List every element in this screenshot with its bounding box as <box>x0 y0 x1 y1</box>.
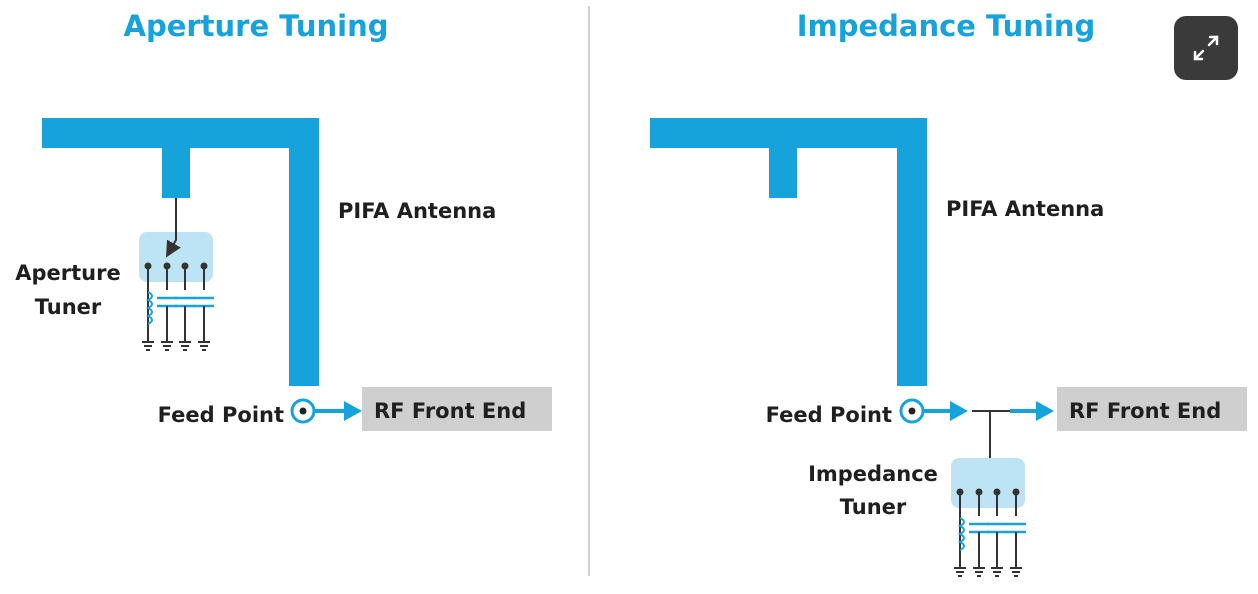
right-feed-label: Feed Point <box>766 403 892 427</box>
left-rf-label: RF Front End <box>374 399 526 423</box>
right-impedance-tuner <box>949 456 1028 578</box>
left-tuner-connector <box>166 198 181 258</box>
right-feed-point-icon <box>899 398 925 424</box>
left-aperture-tuner <box>137 230 216 352</box>
right-rf-label: RF Front End <box>1069 399 1221 423</box>
left-tuner-label-2: Tuner <box>35 295 102 319</box>
right-tuner-label-1: Impedance <box>808 462 938 486</box>
right-antenna-label: PIFA Antenna <box>946 197 1104 221</box>
right-tuner-label-2: Tuner <box>840 495 907 519</box>
left-feed-label: Feed Point <box>158 403 284 427</box>
expand-icon <box>1193 35 1219 61</box>
left-feed-point-icon <box>290 398 316 424</box>
left-antenna-label: PIFA Antenna <box>338 199 496 223</box>
right-signal-path <box>923 401 1054 421</box>
left-title: Aperture Tuning <box>124 9 389 43</box>
expand-button[interactable] <box>1174 16 1238 80</box>
left-pifa-antenna <box>42 118 319 386</box>
left-rf-front-end: RF Front End <box>362 387 552 431</box>
left-tuner-label-1: Aperture <box>15 261 120 285</box>
right-pifa-antenna <box>650 118 927 386</box>
right-title: Impedance Tuning <box>797 9 1096 43</box>
right-rf-front-end: RF Front End <box>1057 387 1247 431</box>
left-signal-arrow <box>314 401 362 421</box>
